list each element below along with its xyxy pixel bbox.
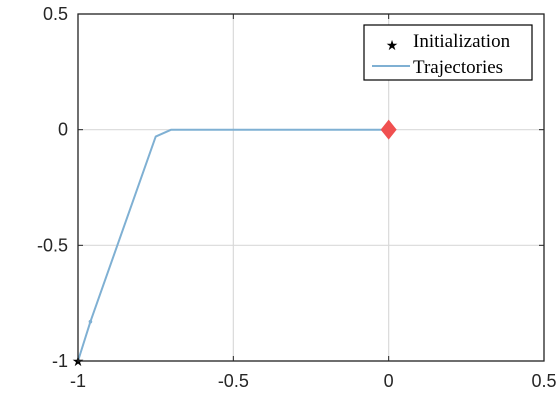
legend: ★ Initialization Trajectories	[363, 24, 533, 81]
y-tick-label: 0	[58, 120, 68, 140]
y-tick-label: 0.5	[43, 4, 68, 24]
legend-label-initialization: Initialization	[413, 31, 511, 52]
y-tick-label: -1	[52, 351, 68, 371]
y-tick-label: -0.5	[37, 235, 68, 255]
legend-box	[363, 24, 533, 81]
target-diamond-marker	[380, 119, 397, 140]
axes-box	[77, 13, 545, 362]
series-line-trajectories	[77, 128, 389, 362]
trajectory-point	[88, 319, 93, 324]
legend-star-symbol: ★	[386, 38, 399, 54]
plot-data: ★	[72, 119, 397, 370]
legend-label-trajectories: Trajectories	[413, 57, 503, 78]
initialization-star-marker: ★	[72, 354, 85, 370]
x-tick-label: -1	[70, 371, 86, 391]
x-tick-label: 0	[384, 371, 394, 391]
x-tick-label: 0.5	[531, 371, 556, 391]
x-tick-label: -0.5	[218, 371, 249, 391]
axis-ticks: -1 -0.5 0 0.5 -1 -0.5 0 0.5	[37, 4, 557, 391]
